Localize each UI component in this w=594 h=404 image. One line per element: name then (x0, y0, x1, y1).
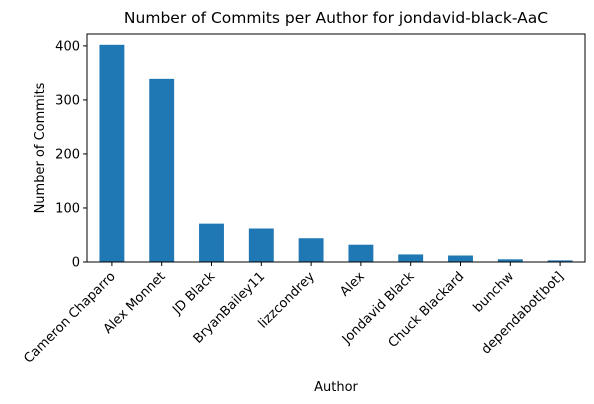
y-tick-label-4: 400 (55, 39, 80, 54)
bar-0 (99, 44, 125, 262)
x-tick-label-2: JD Black (169, 269, 218, 318)
x-tick-label-0: Cameron Chaparro (21, 269, 118, 366)
bar-4 (298, 238, 324, 262)
bar-9 (547, 260, 573, 262)
y-tick-label-2: 200 (55, 147, 80, 162)
x-tick-label-8: bunchw (471, 269, 518, 316)
y-axis-label: Number of Commits (33, 82, 48, 213)
plot-frame (86, 33, 586, 263)
x-tick-label-5: Alex (337, 269, 368, 300)
y-axis: 0 100 200 300 400 (55, 39, 87, 271)
y-tick-label-0: 0 (72, 256, 80, 271)
bar-2 (199, 223, 224, 262)
bar-3 (248, 228, 274, 262)
y-tick-label-1: 100 (55, 201, 80, 216)
bars-group (99, 44, 573, 263)
bar-7 (448, 255, 473, 262)
x-axis-label: Author (314, 380, 358, 395)
bar-6 (398, 254, 424, 262)
chart-title: Number of Commits per Author for jondavi… (124, 9, 548, 27)
bar-1 (149, 78, 175, 263)
bar-8 (497, 259, 523, 262)
y-tick-label-3: 300 (55, 93, 80, 108)
bar-5 (348, 244, 374, 262)
